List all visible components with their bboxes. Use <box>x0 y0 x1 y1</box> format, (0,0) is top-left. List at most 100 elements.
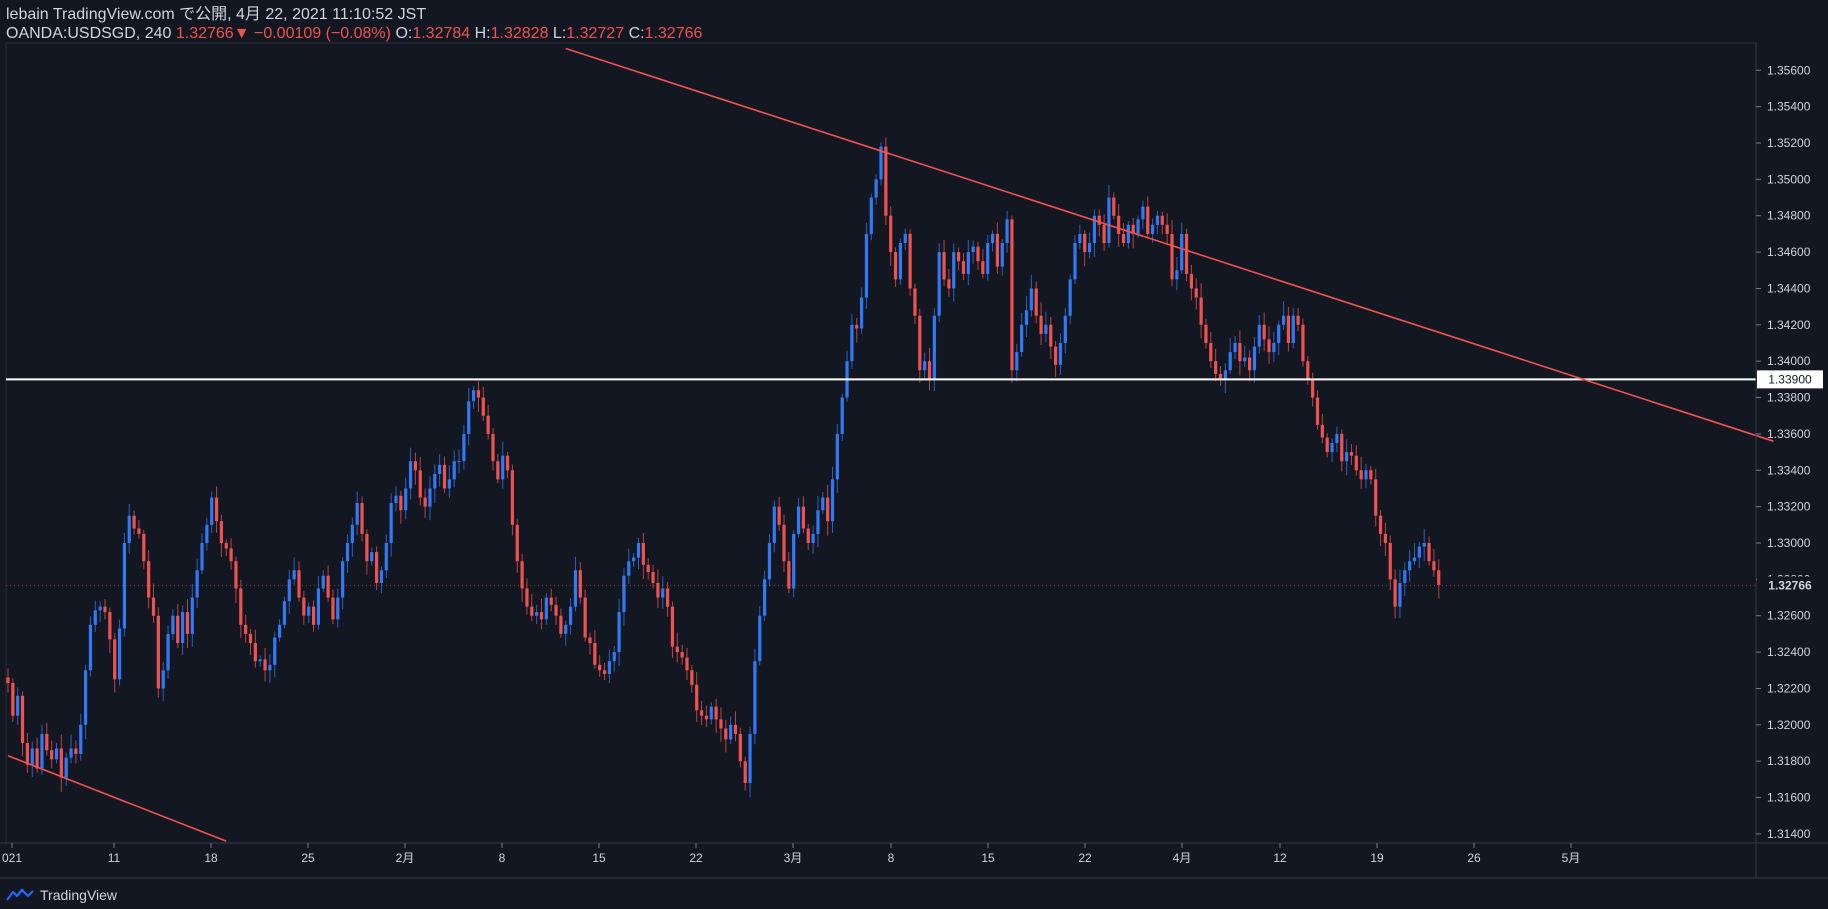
candle-body <box>1252 346 1257 371</box>
candle-body <box>583 597 587 638</box>
candle-body <box>966 252 970 274</box>
candle-body <box>137 528 141 534</box>
candle-body <box>481 397 485 416</box>
candle-body <box>108 612 112 640</box>
candle-body <box>1427 543 1431 562</box>
x-tick-label: 12 <box>1273 851 1287 865</box>
candle-body <box>588 637 592 643</box>
candle-body <box>1010 219 1014 371</box>
candle-body <box>986 243 990 274</box>
candle-body <box>704 715 708 720</box>
candle-body <box>166 633 170 671</box>
candle-body <box>602 670 607 674</box>
candle-body <box>195 570 199 598</box>
candle-body <box>942 252 946 280</box>
candle-body <box>612 652 616 662</box>
y-tick-label: 1.32400 <box>1767 645 1811 659</box>
candle-body <box>607 661 611 674</box>
candle-body <box>884 146 888 216</box>
candle-body <box>355 503 359 525</box>
candle-body <box>35 748 39 769</box>
candle-body <box>1267 339 1271 353</box>
candle-body <box>578 570 582 598</box>
candle-body <box>767 543 772 580</box>
candle-body <box>181 612 185 643</box>
symbol-label[interactable]: OANDA:USDSGD, 240 <box>6 25 172 42</box>
last-price: 1.32766 <box>175 25 234 42</box>
candle-body <box>69 748 73 758</box>
candle-body <box>593 643 597 665</box>
candle-body <box>690 670 694 685</box>
candle-body <box>1078 233 1082 243</box>
candle-body <box>428 488 432 507</box>
candle-body <box>321 575 325 589</box>
y-tick-label: 1.33800 <box>1767 391 1811 405</box>
candle-body <box>93 610 97 625</box>
candle-body <box>171 615 175 634</box>
candle-body <box>792 533 796 589</box>
candle-body <box>510 470 514 525</box>
candle-body <box>84 670 88 725</box>
candle-body <box>307 606 311 616</box>
candle-body <box>185 612 190 634</box>
candle-body <box>59 748 63 778</box>
last-price-label: 1.32766 <box>1768 579 1812 593</box>
candle-body <box>20 695 25 743</box>
chart-header: lebain TradingView.com で公開, 4月 22, 2021 … <box>6 5 702 43</box>
brand-label[interactable]: TradingView <box>40 887 118 903</box>
candle-body <box>627 561 631 576</box>
candle-body <box>569 606 573 625</box>
candle-body <box>990 233 995 243</box>
candle-body <box>113 639 117 680</box>
open-value: 1.32784 <box>412 25 471 42</box>
candle-body <box>879 146 883 180</box>
high-value: 1.32828 <box>490 25 549 42</box>
candle-body <box>957 252 961 262</box>
candle-body <box>981 261 985 274</box>
candle-body <box>695 684 699 711</box>
x-tick-label: 8 <box>888 851 895 865</box>
candle-body <box>404 488 408 511</box>
candle-body <box>1325 437 1329 453</box>
footer: TradingView <box>6 887 117 903</box>
candle-body <box>1189 273 1193 289</box>
candle-body <box>796 506 801 534</box>
candle-body <box>433 473 437 489</box>
candle-body <box>462 433 466 462</box>
candle-body <box>709 706 713 720</box>
candle-body <box>205 524 209 543</box>
candle-body <box>1015 352 1019 371</box>
candle-body <box>913 288 917 316</box>
candle-body <box>874 179 878 198</box>
candle-body <box>1092 215 1096 243</box>
x-tick-label: 22 <box>1078 851 1092 865</box>
drawings <box>6 47 1774 842</box>
candle-body <box>733 724 738 734</box>
candle-body <box>903 233 907 243</box>
candle-body <box>1432 561 1436 571</box>
y-tick-label: 1.35000 <box>1767 172 1811 186</box>
candle-body <box>472 390 476 402</box>
candle-body <box>763 579 767 616</box>
tradingview-logo-icon[interactable] <box>6 888 34 902</box>
low-value: 1.32727 <box>566 25 625 42</box>
candle-body <box>45 733 49 751</box>
x-tick-label: 18 <box>204 851 218 865</box>
candle-body <box>253 643 257 662</box>
candle-body <box>147 561 151 598</box>
candle-body <box>331 597 335 620</box>
candle-body <box>753 661 757 734</box>
candle-body <box>1437 570 1441 585</box>
candle-body <box>811 533 815 543</box>
publish-info: lebain TradingView.com で公開, 4月 22, 2021 … <box>6 6 427 23</box>
candle-body <box>1107 197 1111 243</box>
candle-body <box>758 615 762 662</box>
candle-body <box>961 261 966 274</box>
candle-body <box>1281 315 1286 325</box>
candle-body <box>1058 343 1063 365</box>
candle-body <box>103 606 107 613</box>
candle-body <box>666 588 670 607</box>
x-tick-label: 3月 <box>784 851 803 865</box>
candle-body <box>729 724 733 740</box>
